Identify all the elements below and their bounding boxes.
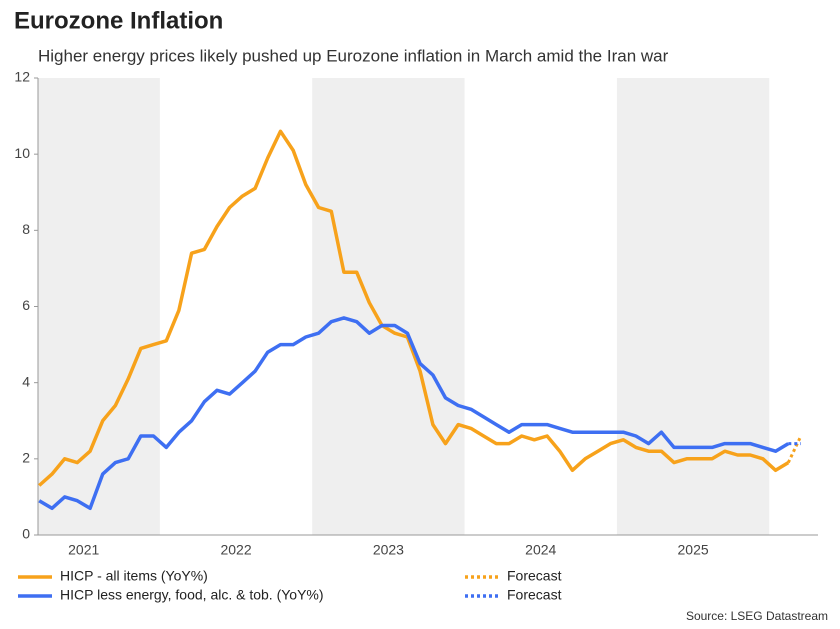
source-note: Source: LSEG Datastream (686, 609, 828, 623)
x-tick-label: 2023 (373, 542, 404, 558)
y-tick-label: 6 (22, 297, 30, 313)
y-tick-label: 0 (22, 526, 30, 542)
x-tick-label: 2022 (220, 542, 251, 558)
x-tick-label: 2024 (525, 542, 556, 558)
y-tick-label: 4 (22, 373, 30, 389)
legend-label: HICP less energy, food, alc. & tob. (YoY… (60, 587, 324, 603)
y-tick-label: 10 (14, 145, 30, 161)
year-band (38, 78, 160, 535)
legend-label: Forecast (507, 568, 562, 584)
chart-subtitle: Higher energy prices likely pushed up Eu… (38, 46, 669, 65)
series-line (38, 316, 790, 511)
x-tick-label: 2021 (68, 542, 99, 558)
year-band (616, 78, 770, 535)
legend-label: HICP - all items (YoY%) (60, 568, 208, 584)
chart-title: Eurozone Inflation (14, 7, 223, 34)
year-band (312, 78, 465, 535)
y-tick-label: 2 (22, 450, 30, 466)
y-tick-label: 8 (22, 221, 30, 237)
legend-label: Forecast (507, 587, 562, 603)
y-tick-label: 12 (14, 69, 30, 85)
x-tick-label: 2025 (678, 542, 709, 558)
series-line (786, 435, 803, 464)
series-line (38, 129, 790, 487)
